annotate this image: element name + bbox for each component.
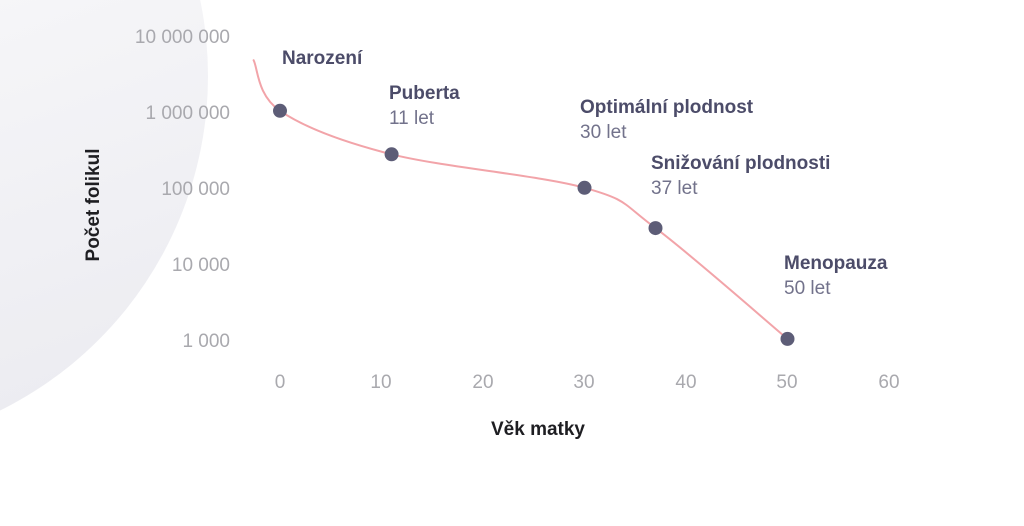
y-tick-1000: 1 000 — [182, 331, 230, 352]
data-point-4 — [780, 331, 795, 346]
x-axis-title: Věk matky — [490, 419, 585, 440]
data-point-2 — [577, 180, 592, 195]
x-tick-20: 20 — [472, 372, 494, 393]
annotation-narozeni-title: Narození — [282, 48, 363, 69]
data-point-1 — [384, 147, 399, 162]
y-tick-10000000: 10 000 000 — [134, 27, 230, 48]
annotation-snizovani-plodnosti-title: Snižování plodnosti — [651, 153, 831, 174]
x-tick-0: 0 — [274, 372, 286, 393]
annotation-optimalni-plodnost-title: Optimální plodnost — [580, 97, 754, 118]
x-tick-10: 10 — [370, 372, 392, 393]
annotation-snizovani-plodnosti: Snižování plodnosti 37 let — [651, 151, 830, 201]
annotation-optimalni-plodnost-age: 30 let — [580, 122, 627, 143]
x-tick-50: 50 — [776, 372, 798, 393]
data-point-3 — [648, 221, 663, 236]
annotation-optimalni-plodnost: Optimální plodnost 30 let — [580, 95, 753, 145]
x-tick-40: 40 — [675, 372, 697, 393]
annotation-puberta: Puberta 11 let — [389, 81, 460, 131]
y-tick-1000000: 1 000 000 — [145, 103, 230, 124]
x-tick-30: 30 — [573, 372, 595, 393]
data-point-0 — [273, 103, 287, 118]
x-tick-60: 60 — [878, 372, 900, 393]
annotation-menopauza-age: 50 let — [784, 278, 831, 299]
annotation-puberta-title: Puberta — [389, 83, 460, 104]
annotation-menopauza-title: Menopauza — [784, 253, 888, 274]
y-tick-10000: 10 000 — [171, 255, 230, 276]
annotation-narozeni: Narození — [282, 46, 362, 71]
annotation-menopauza: Menopauza 50 let — [784, 251, 887, 301]
annotation-snizovani-plodnosti-age: 37 let — [651, 178, 698, 199]
y-tick-100000: 100 000 — [161, 179, 230, 200]
annotation-puberta-age: 11 let — [389, 108, 435, 129]
